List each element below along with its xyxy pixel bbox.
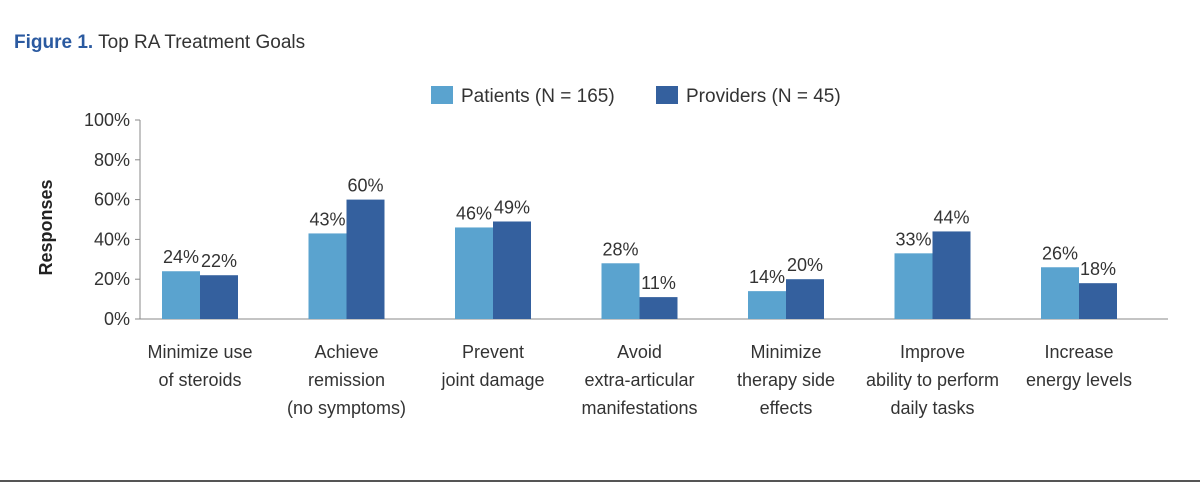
bar-value-label: 46% [456,203,492,223]
x-category-label-line: joint damage [440,370,544,390]
bar-value-label: 26% [1042,243,1078,263]
x-category-label-line: of steroids [158,370,241,390]
bar-value-label: 22% [201,251,237,271]
bar-value-label: 49% [494,197,530,217]
bar-patients [162,271,200,319]
x-category-label: Increase energy levels [1026,342,1132,390]
bar-value-label: 60% [347,176,383,196]
x-category-label-line: ability to perform [866,370,999,390]
x-category-label-line: energy levels [1026,370,1132,390]
bar-value-label: 24% [163,247,199,267]
chart-legend: Patients (N = 165) Providers (N = 45) [431,86,841,107]
bar-value-label: 44% [933,207,969,227]
bar-providers [493,221,531,319]
x-category-label-line: Avoid [617,342,662,362]
x-category-label-line: (no symptoms) [287,398,406,418]
x-category-label-line: therapy side [737,370,835,390]
bar-providers [932,231,971,319]
legend-swatch [431,86,453,104]
x-category-label-line: effects [760,398,813,418]
x-category-label-line: Minimize use [147,342,252,362]
chart-bars: 24% 22% 43%60% 46% 49% 28%11% 14%20% 33%44% 26%1… [162,176,1117,319]
x-category-label-line: Prevent [462,342,524,362]
x-category-label: Minimize therapy side effects [737,342,835,418]
legend-swatch [656,86,678,104]
figure-title-text: Top RA Treatment Goals [98,32,306,53]
x-category-label: Prevent joint damage [440,342,544,390]
x-category-label: Improve ability to perform daily tasks [866,342,999,418]
x-axis-labels: Minimize use of steroids Achieve remission (… [147,342,1132,418]
bottom-divider [0,480,1200,482]
x-category-label-line: daily tasks [890,398,974,418]
y-tick-label: 60% [94,190,130,210]
bar-patients [308,233,347,319]
legend-label: Providers (N = 45) [686,86,841,107]
bar-value-label: 11% [641,273,676,293]
figure-title: Figure 1. Top RA Treatment Goals [14,32,305,54]
bar-patients [455,227,493,319]
bar-value-label: 28% [602,239,638,259]
bar-patients [894,253,933,319]
figure-label: Figure 1. [14,32,94,53]
bar-value-label: 20% [787,255,823,275]
y-tick-label: 20% [94,269,130,289]
x-category-label-line: Minimize [750,342,821,362]
x-category-label: Avoid extra-articular manifestations [581,342,697,418]
bar-providers [346,199,385,319]
x-category-label: Achieve remission (no symptoms) [287,342,406,418]
legend-label: Patients (N = 165) [461,86,615,107]
bar-value-label: 43% [309,209,345,229]
x-category-label-line: extra-articular [584,370,694,390]
bar-value-label: 33% [895,229,931,249]
y-tick-label: 80% [94,150,130,170]
x-category-label-line: Achieve [314,342,378,362]
x-category-label: Minimize use of steroids [147,342,252,390]
y-tick-label: 100% [84,110,130,130]
bar-patients [1041,267,1079,319]
x-category-label-line: manifestations [581,398,697,418]
x-category-label-line: Increase [1044,342,1113,362]
x-category-label-line: remission [308,370,385,390]
bar-patients [748,291,786,319]
y-tick-label: 40% [94,229,130,249]
bar-value-label: 14% [749,267,785,287]
x-category-label-line: Improve [900,342,965,362]
y-tick-label: 0% [104,309,130,329]
y-axis-title: Responses [36,179,56,275]
bar-providers [1079,283,1117,319]
bar-providers [786,279,824,319]
bar-patients [601,263,640,319]
bar-providers [639,297,678,319]
bar-providers [200,275,238,319]
bar-value-label: 18% [1080,259,1116,279]
